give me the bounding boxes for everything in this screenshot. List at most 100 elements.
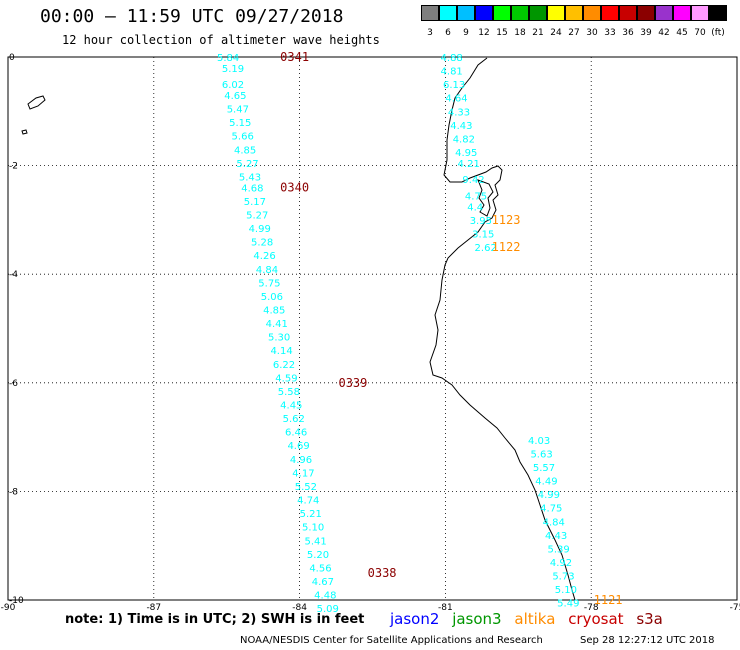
- colorbar-swatch: [457, 5, 475, 21]
- swh-value: 5.57: [533, 463, 555, 474]
- legend-altika: altika: [514, 610, 556, 628]
- swh-value: 4.92: [550, 558, 572, 569]
- swh-value: 5.21: [300, 509, 322, 520]
- swh-value: 4.33: [448, 107, 470, 118]
- colorbar-swatch: [673, 5, 691, 21]
- swh-value: 6.46: [285, 428, 307, 439]
- colorbar-swatch: [709, 5, 727, 21]
- legend-s3a: s3a: [636, 610, 663, 628]
- swh-value: 4.41: [266, 319, 288, 330]
- chart-subtitle: 12 hour collection of altimeter wave hei…: [62, 33, 380, 47]
- swh-value: 5.52: [295, 482, 317, 493]
- swh-value: 4.74: [297, 496, 319, 507]
- legend-jason3: jason3: [452, 610, 502, 628]
- colorbar-label: 30: [586, 28, 598, 38]
- swh-value: 4.69: [287, 441, 309, 452]
- x-tick-label: -84: [292, 603, 307, 613]
- swh-value: 5.62: [283, 414, 305, 425]
- y-tick-label: -2: [9, 162, 18, 172]
- swh-value: 3.15: [472, 229, 494, 240]
- swh-value: 4.96: [290, 455, 312, 466]
- swh-value: 5.28: [251, 238, 273, 249]
- swh-value: 4.85: [234, 145, 256, 156]
- chart-title: 00:00 — 11:59 UTC 09/27/2018: [40, 6, 344, 27]
- pass-time-label: 1121: [594, 593, 623, 607]
- swh-value: 5.30: [268, 333, 290, 344]
- colorbar-swatch: [547, 5, 565, 21]
- pass-time-labels: 0341 0340 0339 0338 1123 1122 1121: [280, 50, 622, 607]
- swh-value: 4.84: [256, 265, 278, 276]
- x-tick-label: -78: [584, 603, 599, 613]
- swh-value: 5.58: [278, 387, 300, 398]
- swh-value: 5.06: [261, 292, 283, 303]
- generated-timestamp: Sep 28 12:27:12 UTC 2018: [580, 635, 715, 646]
- legend-cryosat: cryosat: [568, 610, 624, 628]
- swh-value: 9.42: [462, 175, 484, 186]
- swh-value: 5.27: [236, 159, 258, 170]
- swh-value: 4.45: [280, 401, 302, 412]
- colorbar-label: 9: [463, 28, 469, 38]
- swh-value: 5.49: [557, 599, 579, 610]
- swh-value: 6.13: [443, 80, 465, 91]
- legend-jason2: jason2: [390, 610, 440, 628]
- swh-value: 4.64: [445, 94, 467, 105]
- swh-value: 6.22: [273, 360, 295, 371]
- colorbar-swatch: [475, 5, 493, 21]
- swh-value: 4.14: [270, 346, 292, 357]
- swh-value: 5.10: [302, 523, 324, 534]
- swh-value: 4.43: [545, 531, 567, 542]
- pass-time-label: 0339: [338, 376, 367, 390]
- swh-value: 4.59: [275, 373, 297, 384]
- swh-value: 4.65: [224, 91, 246, 102]
- swh-value: 4.56: [309, 563, 331, 574]
- swh-value: 5.63: [530, 449, 552, 460]
- swh-value: 4.95: [455, 148, 477, 159]
- swh-value: 5.27: [246, 210, 268, 221]
- pass-time-label: 1123: [492, 213, 521, 227]
- colorbar-label: 39: [640, 28, 652, 38]
- colorbar-label: 15: [496, 28, 508, 38]
- y-tick-label: 0: [9, 53, 15, 63]
- swh-value: 4.43: [450, 121, 472, 132]
- swh-value: 4.68: [241, 183, 263, 194]
- pass-time-label: 0338: [368, 566, 397, 580]
- swh-value: 4.99: [249, 224, 271, 235]
- swh-values: 5.845.19 6.024.65 5.47 5.15 5.66 4.85 5.27 5.43…: [217, 53, 579, 615]
- swh-value: 5.10: [555, 585, 577, 596]
- colorbar-label: 27: [568, 28, 580, 38]
- footer-note: note: 1) Time is in UTC; 2) SWH is in fe…: [65, 612, 365, 627]
- swh-value: 4.67: [312, 577, 334, 588]
- y-tick-label: -10: [9, 596, 24, 606]
- swh-value: 5.41: [304, 536, 326, 547]
- swh-value: 4.99: [538, 490, 560, 501]
- swh-value: 4.17: [292, 468, 314, 479]
- swh-value: 4.26: [253, 251, 275, 262]
- swh-value: 4.81: [441, 67, 463, 78]
- coastline: [21, 57, 576, 601]
- y-tick-label: -6: [9, 379, 18, 389]
- colorbar-label: 36: [622, 28, 634, 38]
- swh-value: 5.09: [317, 604, 339, 615]
- y-tick-label: -4: [9, 270, 18, 280]
- colorbar-label: 12: [478, 28, 490, 38]
- swh-value: 5.19: [222, 64, 244, 75]
- colorbar-swatch: [565, 5, 583, 21]
- colorbar-swatch: [637, 5, 655, 21]
- swh-value: 4.49: [535, 477, 557, 488]
- swh-value: 4.84: [543, 517, 565, 528]
- swh-value: 6.02: [222, 80, 244, 91]
- colorbar-swatch: [601, 5, 619, 21]
- y-tick-label: -8: [9, 487, 18, 497]
- colorbar-swatch: [691, 5, 709, 21]
- x-tick-label: -81: [438, 603, 453, 613]
- swh-value: 5.17: [244, 197, 266, 208]
- swh-value: 4.75: [465, 191, 487, 202]
- swh-value: 4.75: [540, 504, 562, 515]
- satellite-legend: jason2 jason3 altika cryosat s3a: [390, 610, 671, 628]
- colorbar-label: 45: [676, 28, 688, 38]
- colorbar-label: 18: [514, 28, 526, 38]
- swh-value: 4.88: [441, 53, 463, 64]
- colorbar-label: 3: [427, 28, 433, 38]
- island-tiny: [21, 129, 28, 135]
